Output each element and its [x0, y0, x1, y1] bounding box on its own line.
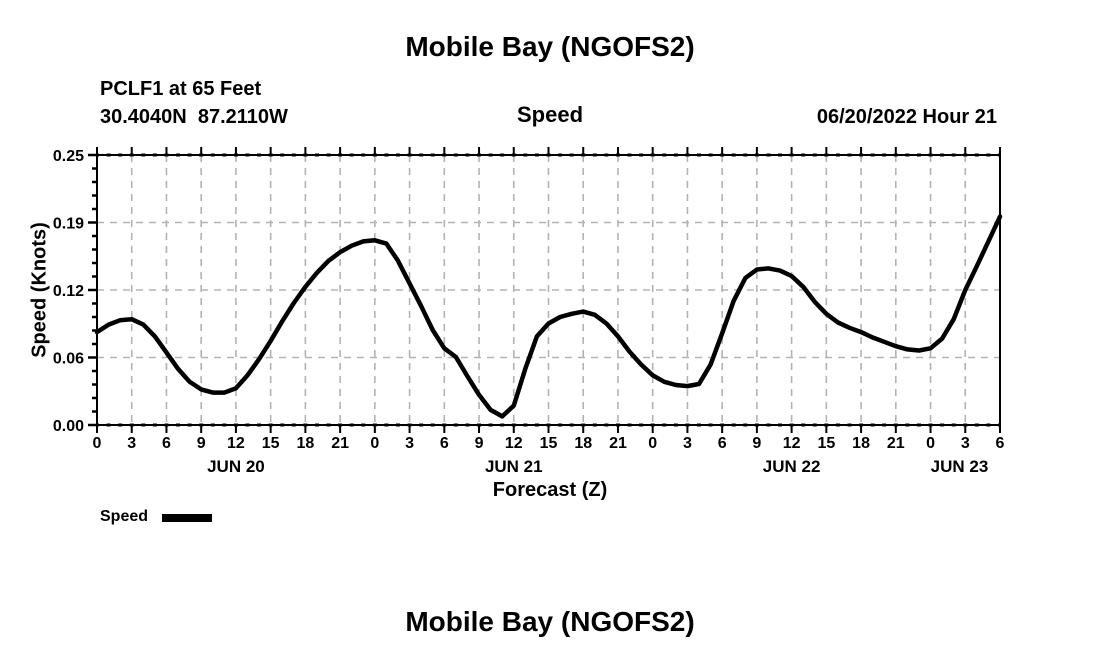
x-tick-label: 15 — [817, 435, 835, 452]
x-tick-label: 18 — [852, 435, 870, 452]
x-axis-title: Forecast (Z) — [492, 479, 608, 501]
x-tick-label: 9 — [475, 435, 484, 452]
x-tick-label: 6 — [162, 435, 171, 452]
x-tick-label: 21 — [609, 435, 627, 452]
day-label: JUN 23 — [931, 457, 989, 476]
y-tick-label: 0.19 — [53, 216, 84, 233]
x-tick-label: 6 — [440, 435, 449, 452]
day-label: JUN 20 — [207, 457, 265, 476]
x-tick-label: 9 — [197, 435, 206, 452]
legend-line-swatch-icon — [162, 514, 212, 522]
x-tick-label: 9 — [752, 435, 761, 452]
day-label: JUN 21 — [485, 457, 543, 476]
speed-curve — [94, 214, 1003, 419]
y-tick-label: 0.00 — [53, 418, 84, 435]
x-tick-label: 15 — [262, 435, 280, 452]
panel-title: Speed — [516, 102, 584, 127]
x-tick-label: 6 — [718, 435, 727, 452]
x-tick-label: 0 — [93, 435, 102, 452]
station-name-label: PCLF1 at 65 Feet — [100, 78, 262, 100]
day-label: JUN 22 — [763, 457, 821, 476]
y-tick-label: 0.12 — [53, 283, 84, 300]
x-tick-label: 21 — [887, 435, 905, 452]
x-tick-label: 6 — [996, 435, 1005, 452]
page-title: Mobile Bay (NGOFS2) — [405, 31, 695, 62]
x-tick-label: 3 — [127, 435, 136, 452]
x-tick-label: 21 — [331, 435, 349, 452]
next-chart-title: Mobile Bay (NGOFS2) — [405, 606, 695, 637]
x-tick-label: 3 — [405, 435, 414, 452]
y-tick-label: 0.06 — [53, 351, 84, 368]
x-tick-label: 3 — [683, 435, 692, 452]
x-tick-label: 12 — [783, 435, 801, 452]
x-tick-label: 3 — [961, 435, 970, 452]
x-tick-label: 0 — [926, 435, 935, 452]
x-tick-label: 0 — [648, 435, 657, 452]
x-tick-label: 12 — [227, 435, 245, 452]
x-tick-label: 18 — [574, 435, 592, 452]
model-run-label: 06/20/2022 Hour 21 — [816, 106, 997, 128]
y-tick-label: 0.25 — [53, 148, 84, 165]
x-tick-label: 12 — [505, 435, 523, 452]
legend-series-label: Speed — [100, 508, 149, 525]
station-coordinates-label: 30.4040N 87.2110W — [100, 106, 288, 128]
x-tick-label: 15 — [540, 435, 558, 452]
x-tick-label: 18 — [296, 435, 314, 452]
x-tick-label: 0 — [370, 435, 379, 452]
